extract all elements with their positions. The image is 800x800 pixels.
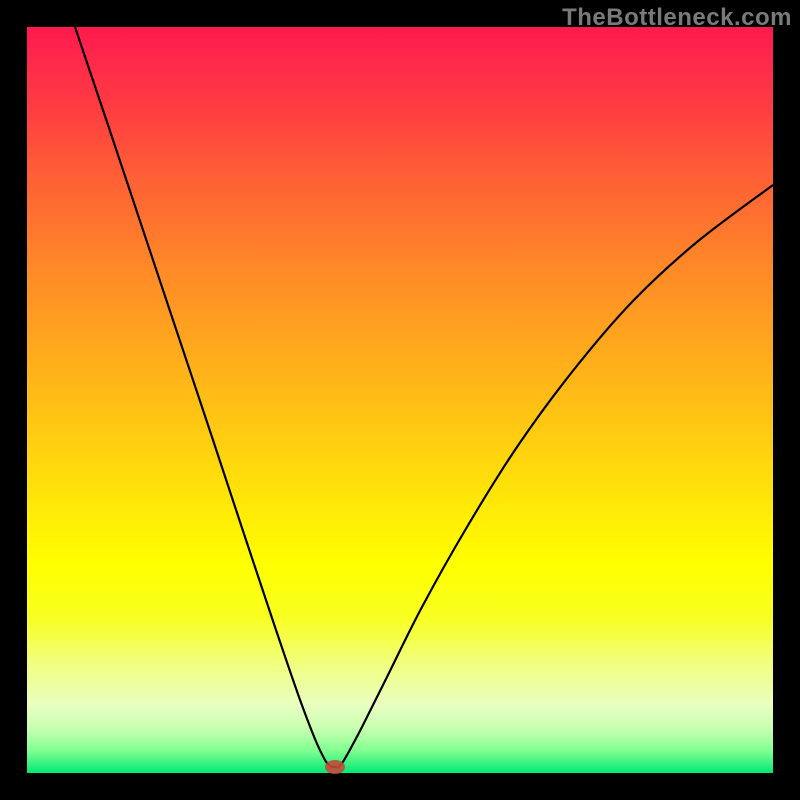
chart-frame: TheBottleneck.com [0, 0, 800, 800]
curve-path [75, 27, 773, 767]
plot-area [27, 27, 773, 773]
watermark-text: TheBottleneck.com [562, 4, 792, 32]
bottleneck-curve [27, 27, 773, 773]
valley-marker [325, 760, 345, 774]
